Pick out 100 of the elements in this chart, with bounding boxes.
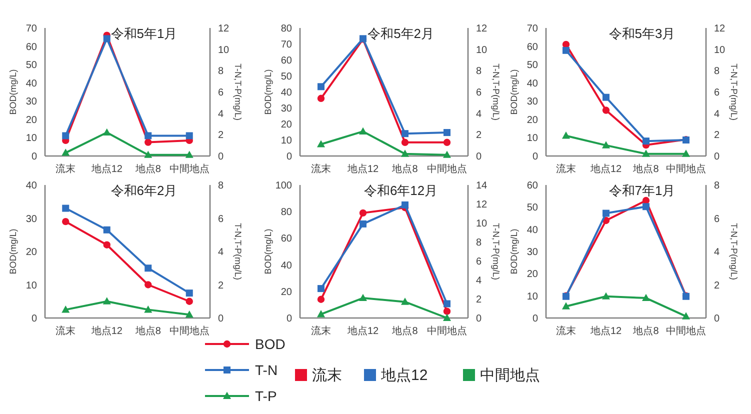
y2-tick-label: 8	[714, 66, 720, 78]
point	[642, 138, 650, 145]
chart-title: 令和6年2月	[110, 183, 178, 198]
y-tick-label: 10	[26, 280, 38, 292]
y-tick-label: 10	[526, 133, 538, 144]
point	[642, 203, 650, 210]
y-tick-label: 0	[31, 152, 38, 162]
point	[602, 94, 610, 101]
y-tick-label: 70	[526, 24, 538, 34]
y2-tick-label: 6	[476, 88, 482, 98]
y-axis-title: BOD(mg/L)	[8, 69, 18, 115]
y2-tick-label: 14	[476, 180, 488, 192]
x-tick-label: 流末	[556, 163, 576, 175]
legend-label: T-N	[255, 362, 278, 378]
point	[186, 132, 193, 140]
x-tick-label: 流末	[56, 163, 76, 175]
point	[682, 312, 690, 320]
y-tick-label: 10	[526, 291, 538, 302]
y-tick-label: 60	[526, 42, 538, 53]
point	[185, 310, 194, 318]
legend-label: BOD	[255, 336, 286, 352]
y2-tick-label: 4	[218, 108, 224, 120]
y-tick-label: 40	[526, 78, 538, 90]
chart-title: 令和6年12月	[364, 183, 438, 198]
y-tick-label: 50	[26, 60, 38, 72]
legend-label: T-P	[255, 388, 277, 404]
y-tick-label: 30	[526, 247, 538, 258]
y2-tick-label: 6	[218, 88, 224, 98]
y2-tick-label: 8	[714, 180, 720, 192]
x-tick-label: 地点12	[589, 163, 622, 175]
x-tick-label: 流末	[311, 163, 331, 175]
point	[402, 130, 408, 138]
y-tick-label: 60	[280, 234, 292, 245]
point	[443, 314, 451, 321]
y2-tick-label: 12	[218, 24, 230, 34]
y-tick-label: 70	[26, 24, 38, 34]
x-tick-label: 地点12	[90, 163, 123, 175]
x-tick-label: 流末	[56, 325, 76, 337]
point	[317, 310, 325, 318]
chart-title: 令和7年1月	[608, 183, 676, 198]
y2-tick-label: 10	[476, 218, 488, 230]
y2-axis-title: T-N,T-P(mg/L)	[729, 63, 739, 121]
y2-tick-label: 4	[714, 247, 720, 258]
y-tick-label: 30	[26, 214, 38, 225]
y2-tick-label: 8	[476, 238, 482, 248]
y2-tick-label: 2	[218, 130, 224, 142]
point	[443, 308, 451, 315]
y2-tick-label: 2	[714, 280, 720, 292]
point	[562, 302, 570, 310]
y2-tick-label: 10	[714, 44, 726, 56]
y2-tick-label: 12	[476, 24, 488, 34]
y2-tick-label: 2	[476, 130, 482, 142]
y-tick-label: 40	[26, 180, 38, 192]
point	[359, 127, 367, 134]
y2-axis-title: T-N,T-P(mg/L)	[233, 63, 243, 121]
x-tick-label: 中間地点	[169, 325, 210, 337]
point	[602, 141, 610, 148]
y-tick-label: 50	[280, 72, 292, 82]
y-tick-label: 10	[280, 136, 292, 146]
y-tick-label: 20	[526, 114, 538, 126]
y-tick-label: 0	[532, 314, 538, 324]
point	[144, 150, 152, 158]
point	[401, 150, 409, 157]
point	[402, 201, 408, 208]
point	[602, 210, 610, 217]
x-tick-label: 地点8	[632, 325, 660, 337]
x-tick-label: 中間地点	[169, 163, 210, 175]
y2-axis-title: T-N,T-P(mg/L)	[491, 222, 501, 280]
point	[102, 297, 111, 304]
x-tick-label: 地点8	[391, 325, 418, 337]
y-tick-label: 70	[280, 40, 292, 50]
y-tick-label: 0	[532, 152, 538, 162]
y2-axis-title: T-N,T-P(mg/L)	[729, 222, 739, 280]
text: 中間地点	[480, 367, 540, 384]
y2-tick-label: 0	[218, 314, 224, 324]
y2-tick-label: 12	[714, 24, 726, 34]
y-tick-label: 0	[286, 152, 292, 162]
point	[444, 129, 450, 136]
y2-tick-label: 0	[714, 152, 720, 162]
y2-tick-label: 6	[714, 88, 720, 98]
chart-title: 令和5年2月	[368, 26, 434, 41]
point	[360, 220, 366, 228]
y-tick-label: 40	[280, 88, 292, 98]
y2-tick-label: 8	[476, 66, 482, 78]
y2-tick-label: 4	[218, 247, 224, 258]
y-axis-title: BOD(mg/L)	[509, 69, 519, 115]
y-tick-label: 80	[280, 207, 292, 218]
y2-tick-label: 4	[714, 108, 720, 120]
x-tick-label: 地点8	[134, 163, 162, 175]
point	[602, 292, 610, 300]
x-tick-label: 中間地点	[666, 325, 706, 337]
y2-tick-label: 12	[476, 200, 488, 210]
x-tick-label: 地点8	[391, 163, 418, 175]
x-tick-label: 流末	[556, 325, 576, 337]
y2-tick-label: 2	[218, 280, 224, 292]
chart-title: 令和5年3月	[608, 26, 676, 41]
point	[62, 218, 70, 226]
y2-tick-label: 10	[218, 44, 230, 56]
point	[102, 128, 111, 136]
y2-tick-label: 8	[218, 66, 224, 78]
